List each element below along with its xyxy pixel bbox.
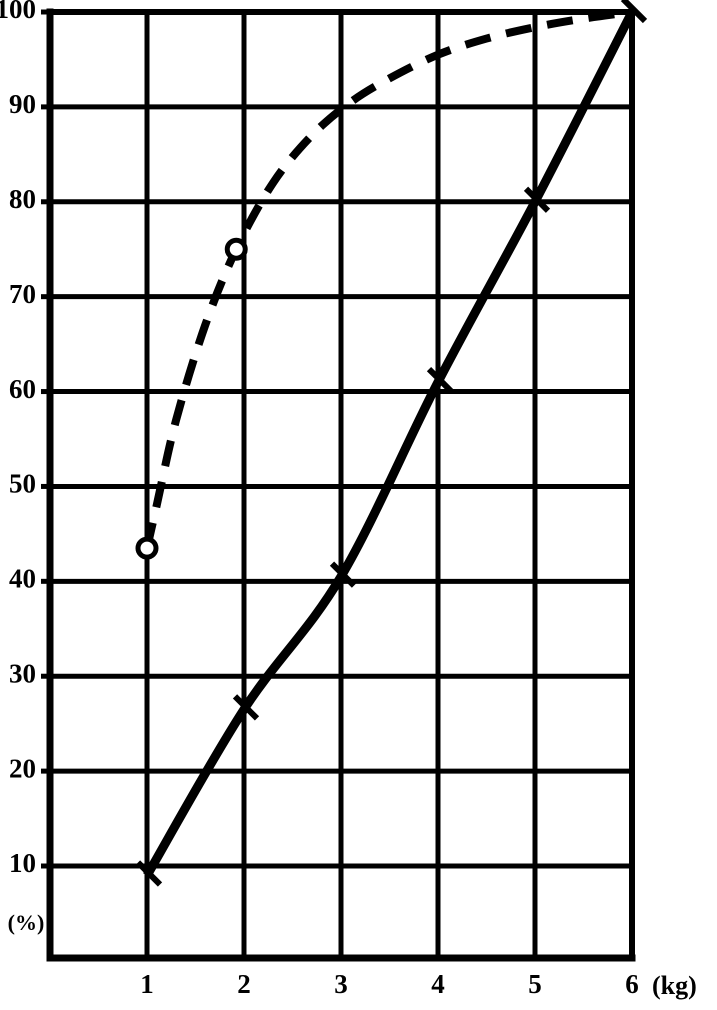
y-axis-tick-label: 40 <box>9 564 36 594</box>
dashed-curve-path <box>143 8 633 550</box>
x-axis-unit-label: (kg) <box>652 971 697 1000</box>
y-axis-tick-label: 90 <box>9 89 36 119</box>
x-axis-tick-label: 5 <box>528 969 542 999</box>
y-axis-tick-label: 10 <box>9 848 36 878</box>
y-axis-tick-label: 100 <box>0 0 36 24</box>
y-axis-unit-label: (%) <box>8 910 45 935</box>
data-point-marker <box>426 366 454 394</box>
x-axis-tick-label: 2 <box>237 969 251 999</box>
x-axis-tick-label: 6 <box>625 969 639 999</box>
data-point-marker <box>523 186 551 213</box>
data-point-marker <box>620 0 648 24</box>
dashed-curve-markers <box>135 237 248 560</box>
x-axis-tick-label: 1 <box>140 969 154 999</box>
y-axis-tick-label: 20 <box>9 753 36 783</box>
y-axis-tick-label: 50 <box>9 469 36 499</box>
data-point-marker <box>135 536 159 560</box>
y-axis-tick-label: 60 <box>9 374 36 404</box>
x-axis-tick-label: 3 <box>334 969 348 999</box>
x-axis-tick-label: 4 <box>431 969 445 999</box>
solid-curve-path <box>143 9 637 878</box>
y-axis-tick-label: 30 <box>9 658 36 688</box>
data-point-marker <box>135 860 163 887</box>
y-axis-tick-labels: 10 20 30 40 50 60 70 80 90 100 <box>0 0 50 878</box>
data-series-group <box>143 8 637 878</box>
solid-curve-markers <box>135 0 648 887</box>
data-point-marker <box>232 694 260 721</box>
data-point-marker <box>224 237 248 261</box>
x-axis-tick-labels: 1 2 3 4 5 6 <box>140 969 639 999</box>
y-axis-tick-label: 70 <box>9 279 36 309</box>
y-axis-tick-label: 80 <box>9 184 36 214</box>
data-point-marker <box>329 561 357 588</box>
